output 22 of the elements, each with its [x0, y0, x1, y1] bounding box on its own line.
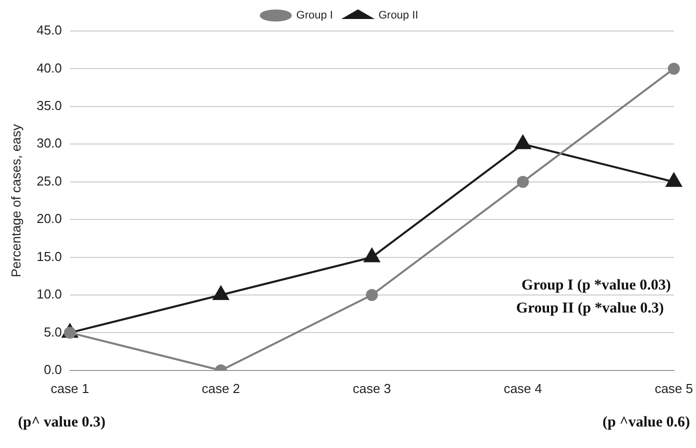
x-tick-label: case 3 [352, 380, 392, 396]
y-tick-label: 15.0 [36, 248, 62, 264]
y-tick-label: 45.0 [36, 22, 62, 38]
y-tick-label: 25.0 [36, 173, 62, 188]
y-tick-label: 30.0 [36, 136, 62, 151]
y-tick-label: 40.0 [36, 60, 62, 76]
x-tick-label: case 1 [50, 380, 90, 396]
text: (p^ value 0.3) [18, 414, 106, 430]
x-tick-label: case 4 [504, 380, 542, 396]
annotation: Group II (p *value 0.3) [516, 300, 664, 316]
y-tick-label: 20.0 [36, 211, 62, 226]
y-tick-label: 10.0 [36, 286, 62, 302]
annotation: Group I (p *value 0.03) [522, 277, 671, 294]
y-tick-label: 0.0 [44, 362, 62, 377]
x-tick-label: case 2 [202, 380, 240, 396]
text: (p ^value 0.6) [602, 414, 690, 430]
legend-label: Group I [296, 10, 333, 22]
y-axis-title: Percentage of cases, easy [8, 124, 24, 278]
y-tick-label: 35.0 [36, 98, 62, 113]
x-tick-label: case 5 [654, 380, 694, 396]
legend-label: Group II [378, 10, 418, 22]
y-tick-label: 5.0 [44, 324, 62, 340]
